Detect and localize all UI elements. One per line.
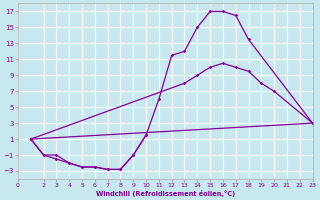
X-axis label: Windchill (Refroidissement éolien,°C): Windchill (Refroidissement éolien,°C) — [96, 190, 235, 197]
